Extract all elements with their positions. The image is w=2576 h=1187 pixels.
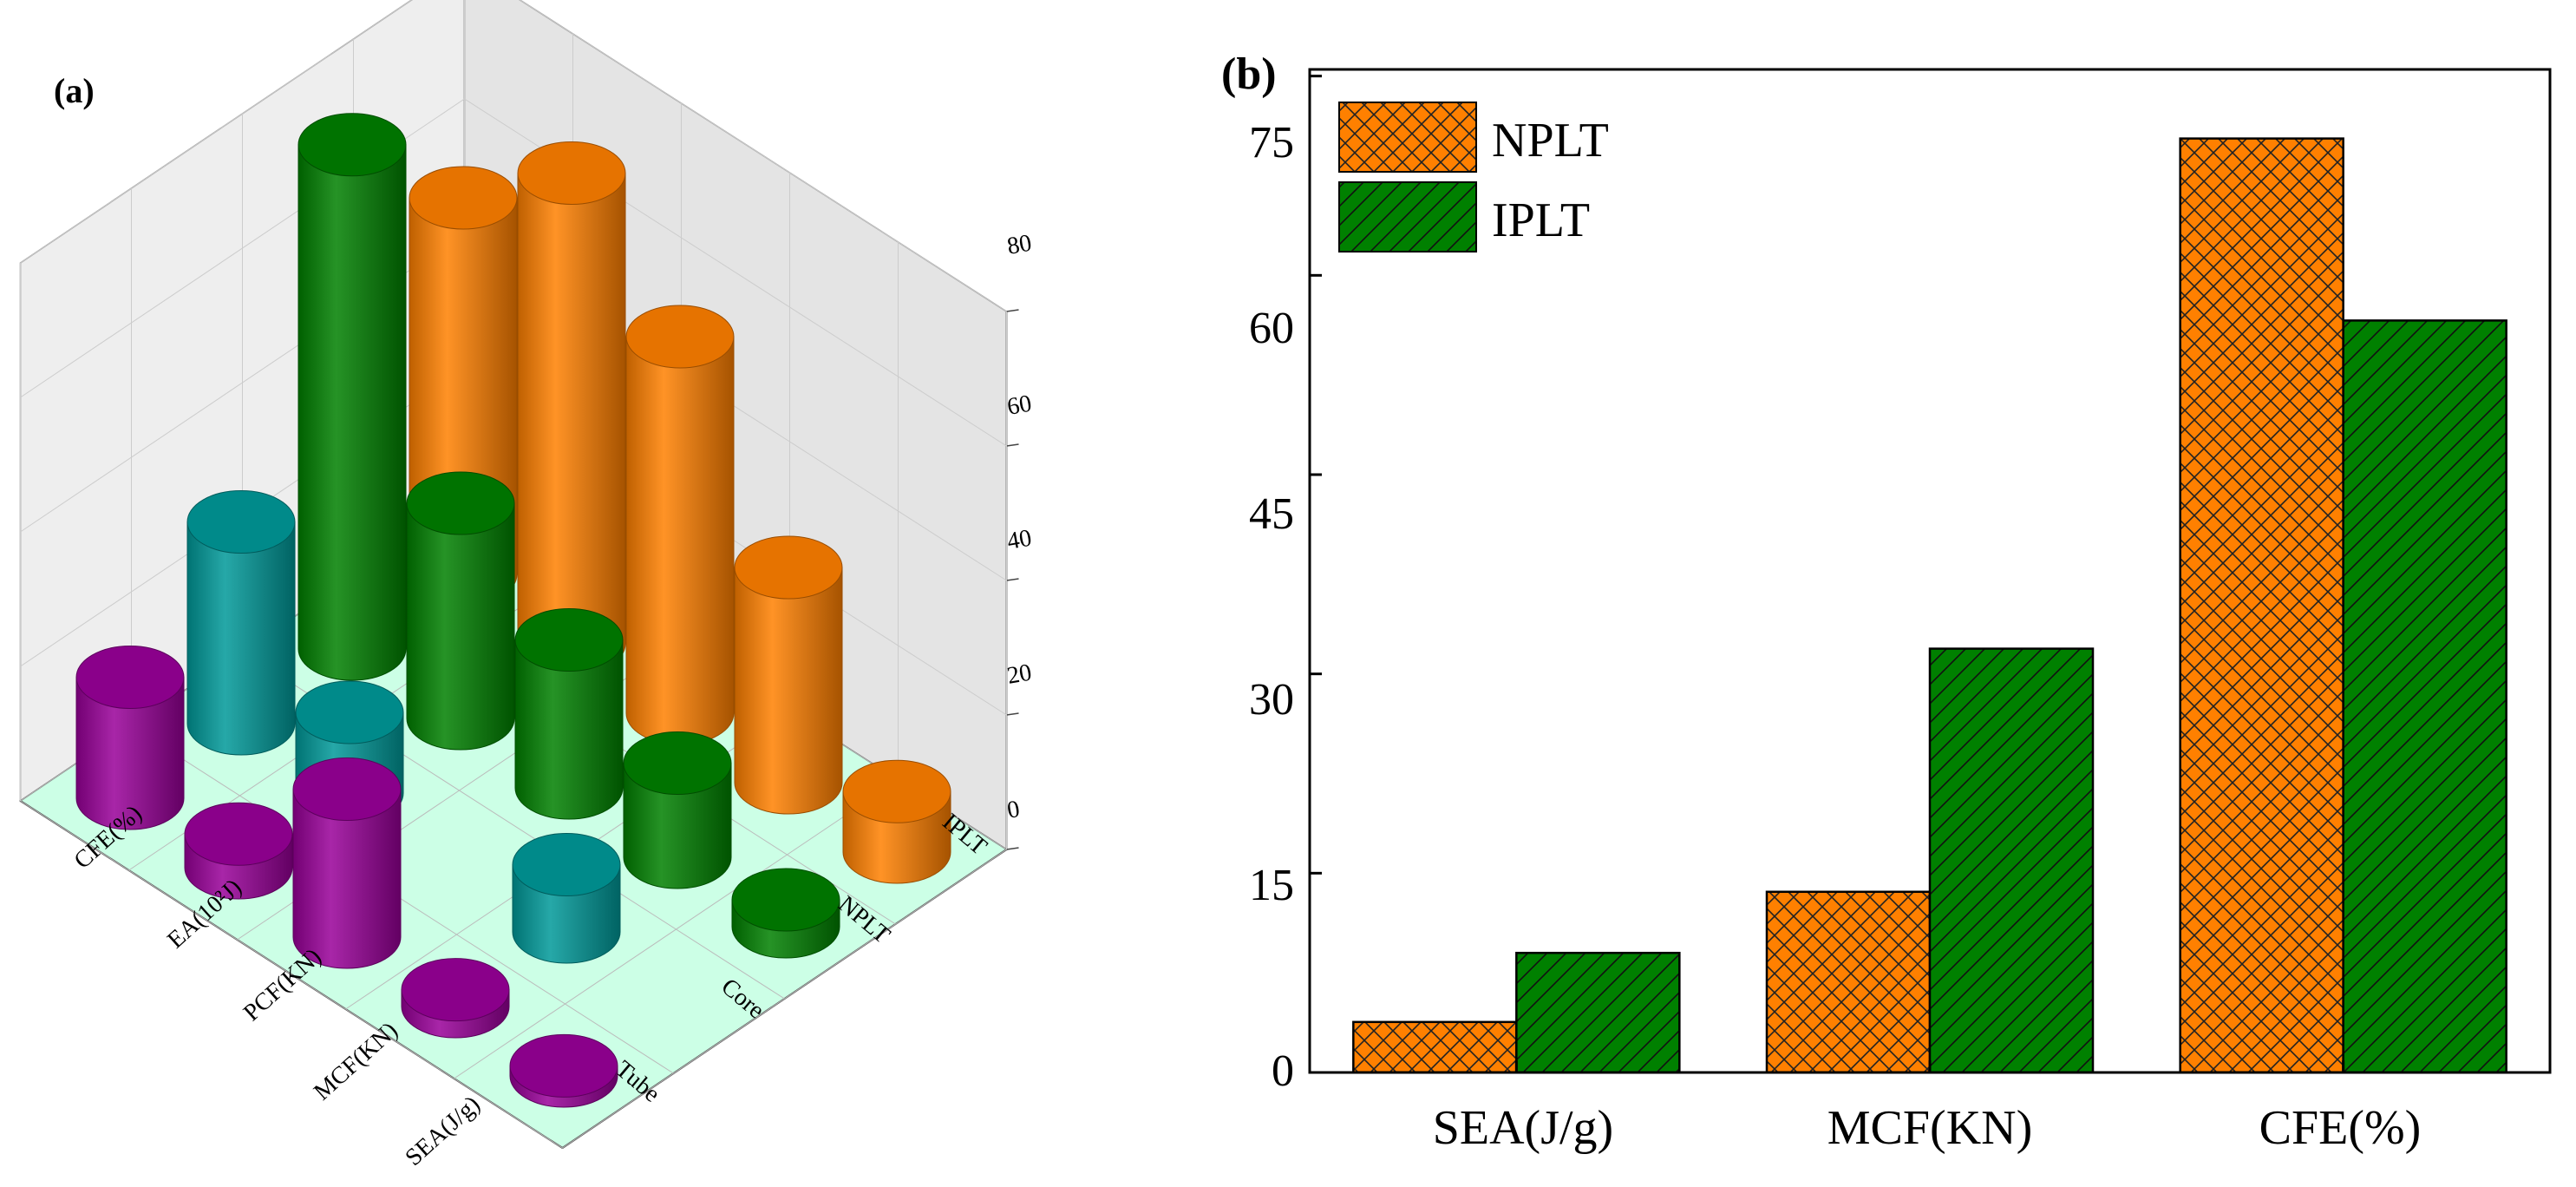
bar-top bbox=[409, 166, 518, 230]
bar-iplt-ea-10-j- bbox=[517, 141, 626, 676]
bar-iplt-mcf-kn- bbox=[1928, 647, 2095, 1074]
bar-nplt-mcf-kn- bbox=[1765, 890, 1932, 1074]
bar-core-mcf-kn- bbox=[512, 833, 621, 964]
z-tick bbox=[1006, 578, 1019, 581]
bar-nplt-sea-j-g- bbox=[1352, 1020, 1518, 1074]
x-tick-label: SEA(J/g) bbox=[1433, 1101, 1613, 1155]
bar-tube-sea-j-g- bbox=[509, 1033, 618, 1108]
bar-nplt-ea-10-j- bbox=[406, 471, 515, 751]
y-tick-label: 0 bbox=[1272, 1046, 1294, 1096]
bar-iplt-sea-j-g- bbox=[1515, 951, 1681, 1074]
bar-top bbox=[406, 471, 515, 535]
bar-tube-cfe- bbox=[75, 646, 185, 830]
z-tick-label: 80 bbox=[1005, 230, 1034, 260]
bar-top bbox=[512, 833, 621, 896]
bar-body bbox=[186, 521, 296, 756]
floor-gridline bbox=[131, 725, 674, 1074]
legend-label-iplt: IPLT bbox=[1492, 193, 1590, 247]
bar-body bbox=[297, 144, 407, 681]
floor-gridline bbox=[20, 800, 563, 1149]
bar-body bbox=[406, 502, 515, 751]
panel-b-y-tick-labels: 0 15 30 45 60 75 bbox=[1249, 118, 1294, 1096]
bar-tube-mcf-kn- bbox=[401, 958, 510, 1039]
z-tick bbox=[1006, 712, 1019, 716]
bar-top bbox=[186, 490, 296, 554]
bar-nplt-sea-j-g- bbox=[731, 868, 840, 959]
bar-top bbox=[623, 731, 732, 795]
bar-top bbox=[842, 759, 951, 823]
bar-iplt-mcf-kn- bbox=[734, 535, 843, 815]
bar-body bbox=[734, 567, 843, 815]
panel-a-z-ticks: 0 20 40 60 80 bbox=[1005, 230, 1034, 824]
bar-top bbox=[292, 757, 402, 821]
bar-nplt-cfe- bbox=[297, 113, 407, 681]
bar-nplt-cfe- bbox=[2179, 137, 2344, 1074]
bar-top bbox=[75, 646, 185, 709]
bar-top bbox=[517, 141, 626, 205]
panel-b-bar-chart: (b) 0 15 30 45 60 75 SEA(J/g) MCF(KN) CF… bbox=[1221, 49, 2552, 1155]
category-label: MCF(KN) bbox=[309, 1017, 403, 1105]
y-tick-label: 75 bbox=[1249, 118, 1294, 167]
y-tick-label: 60 bbox=[1249, 304, 1294, 353]
z-tick bbox=[1006, 443, 1019, 447]
bar-top bbox=[625, 305, 735, 369]
y-tick-label: 30 bbox=[1249, 675, 1294, 725]
bar-top bbox=[297, 113, 407, 177]
panel-b-label: (b) bbox=[1221, 49, 1277, 99]
bar-tube-pcf-kn- bbox=[292, 757, 402, 969]
x-tick-label: CFE(%) bbox=[2259, 1101, 2422, 1155]
z-tick-label: 40 bbox=[1005, 525, 1034, 555]
bar-body bbox=[517, 173, 626, 676]
bar-top bbox=[731, 868, 840, 932]
y-tick-label: 45 bbox=[1249, 489, 1294, 539]
z-tick-label: 20 bbox=[1005, 659, 1034, 690]
z-tick-label: 60 bbox=[1005, 390, 1034, 421]
bar-tube-ea-10-j- bbox=[184, 802, 293, 900]
z-tick bbox=[1006, 847, 1019, 850]
legend-swatch-nplt bbox=[1338, 102, 1477, 173]
bar-body bbox=[75, 677, 185, 830]
bar-core-cfe- bbox=[186, 490, 296, 756]
panel-b-bars bbox=[1352, 137, 2507, 1074]
panel-b-y-ticks bbox=[1310, 75, 2345, 1074]
z-tick-label: 0 bbox=[1005, 796, 1022, 824]
bar-body bbox=[625, 336, 735, 745]
legend: NPLT IPLT bbox=[1338, 102, 1609, 252]
bar-body bbox=[292, 789, 402, 969]
bar-body bbox=[623, 763, 732, 889]
bar-top bbox=[401, 958, 510, 1022]
bar-top bbox=[509, 1033, 618, 1098]
legend-label-nplt: NPLT bbox=[1492, 114, 1609, 167]
wall-gridline bbox=[20, 0, 1007, 312]
bar-top bbox=[295, 680, 404, 744]
bar-top bbox=[184, 802, 293, 866]
panel-a-label: (a) bbox=[54, 71, 95, 110]
legend-swatch-iplt bbox=[1338, 181, 1477, 252]
bar-iplt-pcf-kn- bbox=[625, 305, 735, 745]
z-tick bbox=[1006, 309, 1019, 312]
bar-top bbox=[734, 535, 843, 600]
bar-top bbox=[514, 608, 624, 672]
panel-a-bars bbox=[75, 113, 951, 1108]
bar-nplt-pcf-kn- bbox=[514, 608, 624, 820]
x-tick-label: MCF(KN) bbox=[1827, 1101, 2032, 1155]
bar-iplt-sea-j-g- bbox=[842, 759, 951, 884]
bar-iplt-cfe- bbox=[2342, 319, 2507, 1074]
panel-a-3d-chart: (a) 0 20 40 60 80 CFE(%) EA(10²J) PCF(KN… bbox=[19, 0, 1034, 1171]
panel-b-x-tick-labels: SEA(J/g) MCF(KN) CFE(%) bbox=[1433, 1101, 2422, 1155]
bar-body bbox=[514, 639, 624, 820]
y-tick-label: 15 bbox=[1249, 861, 1294, 910]
bar-nplt-mcf-kn- bbox=[623, 731, 732, 889]
category-label: SEA(J/g) bbox=[400, 1091, 485, 1171]
